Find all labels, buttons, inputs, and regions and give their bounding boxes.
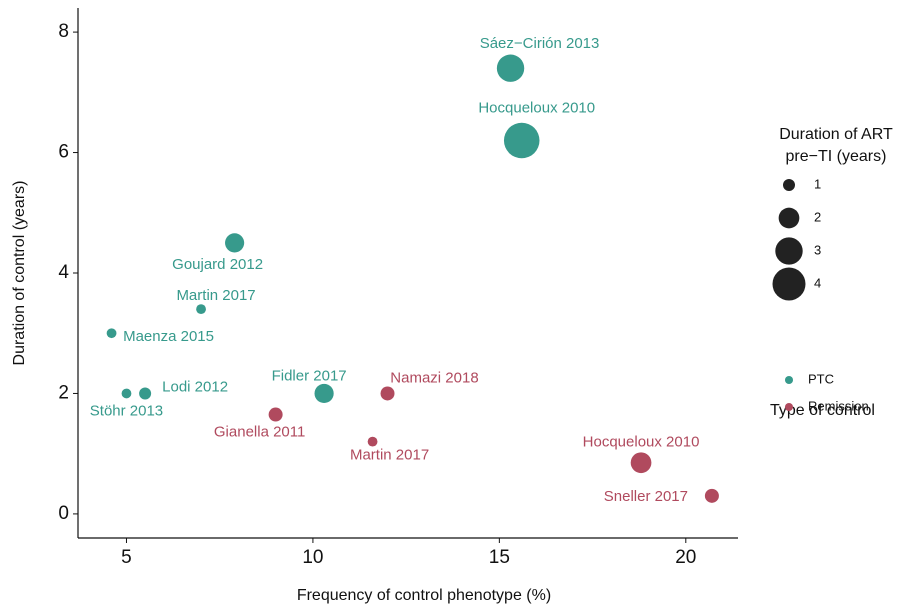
color-legend-key	[785, 376, 793, 384]
x-tick-label: 15	[489, 547, 510, 568]
point-label: Fidler 2017	[272, 367, 347, 384]
bubble	[196, 304, 206, 315]
bubble	[367, 436, 378, 447]
size-legend-label: 2	[814, 209, 821, 224]
point-label: Goujard 2012	[172, 256, 263, 273]
legend-label: PTC	[808, 371, 834, 386]
size-legend-key	[783, 179, 795, 191]
bubble	[503, 122, 540, 159]
bubble	[630, 452, 652, 474]
y-tick-label: 2	[58, 382, 69, 403]
point-label: Hocqueloux 2010	[583, 434, 700, 451]
x-tick-label: 10	[302, 547, 323, 568]
point-label: Martin 2017	[350, 447, 429, 464]
bubble	[380, 386, 395, 401]
point-label: Maenza 2015	[123, 328, 214, 345]
point-label: Stöhr 2013	[90, 402, 163, 419]
size-legend-key	[772, 267, 806, 301]
bubble	[139, 387, 152, 400]
size-legend-label: 1	[814, 176, 821, 191]
y-tick-label: 8	[58, 21, 69, 42]
bubble	[106, 328, 117, 339]
point-label: Namazi 2018	[390, 369, 478, 386]
legend-label: Remission	[808, 398, 869, 413]
x-tick-label: 20	[675, 547, 696, 568]
bubble	[704, 488, 719, 503]
bubble	[268, 407, 283, 422]
y-tick-label: 6	[58, 142, 69, 163]
size-legend-title: Duration of ART	[779, 126, 893, 143]
point-label: Sneller 2017	[604, 488, 688, 505]
point-label: Gianella 2011	[214, 424, 305, 441]
point-label: Martin 2017	[176, 287, 255, 304]
size-legend-label: 3	[814, 242, 821, 257]
size-legend-key	[778, 207, 800, 229]
color-legend-title: Type of control	[770, 402, 875, 419]
y-axis-label: Duration of control (years)	[11, 181, 28, 366]
color-legend-key	[785, 403, 793, 411]
x-axis-label: Frequency of control phenotype (%)	[297, 587, 551, 604]
point-label: Hocqueloux 2010	[478, 99, 595, 116]
point-label: Sáez−Cirión 2013	[480, 35, 600, 52]
y-tick-label: 4	[58, 262, 69, 283]
bubble	[121, 388, 132, 399]
size-legend-title: pre−TI (years)	[786, 148, 887, 165]
bubble	[314, 383, 334, 404]
bubble	[496, 54, 525, 82]
size-legend-label: 4	[814, 275, 821, 290]
x-tick-label: 5	[121, 547, 132, 568]
bubble	[225, 233, 245, 253]
y-tick-label: 0	[58, 503, 69, 524]
size-legend-key	[775, 237, 803, 265]
point-label: Lodi 2012	[162, 378, 228, 395]
